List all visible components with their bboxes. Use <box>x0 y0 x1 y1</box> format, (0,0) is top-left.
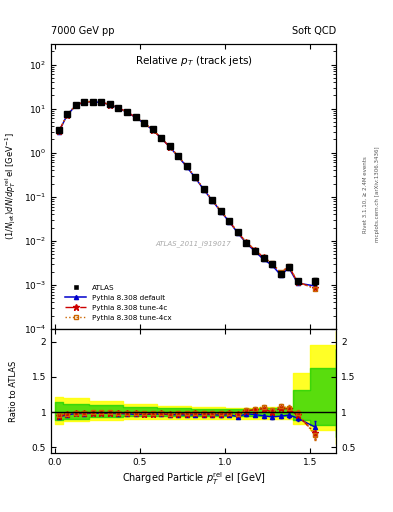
Text: Soft QCD: Soft QCD <box>292 26 336 36</box>
Text: Relative $p_T$ (track jets): Relative $p_T$ (track jets) <box>135 54 252 68</box>
Y-axis label: Ratio to ATLAS: Ratio to ATLAS <box>9 360 18 422</box>
Y-axis label: $(1/N_\mathrm{jet})dN/dp^\mathrm{rel}_T\,\mathrm{el}$ [GeV$^{-1}$]: $(1/N_\mathrm{jet})dN/dp^\mathrm{rel}_T\… <box>4 133 18 240</box>
Legend: ATLAS, Pythia 8.308 default, Pythia 8.308 tune-4c, Pythia 8.308 tune-4cx: ATLAS, Pythia 8.308 default, Pythia 8.30… <box>62 282 174 324</box>
Text: 7000 GeV pp: 7000 GeV pp <box>51 26 115 36</box>
Text: Rivet 3.1.10, ≥ 2.4M events: Rivet 3.1.10, ≥ 2.4M events <box>363 156 368 233</box>
Text: mcplots.cern.ch [arXiv:1306.3436]: mcplots.cern.ch [arXiv:1306.3436] <box>375 147 380 242</box>
X-axis label: Charged Particle $p^\mathrm{rel}_T$ el [GeV]: Charged Particle $p^\mathrm{rel}_T$ el [… <box>121 470 266 486</box>
Text: ATLAS_2011_I919017: ATLAS_2011_I919017 <box>156 240 231 247</box>
